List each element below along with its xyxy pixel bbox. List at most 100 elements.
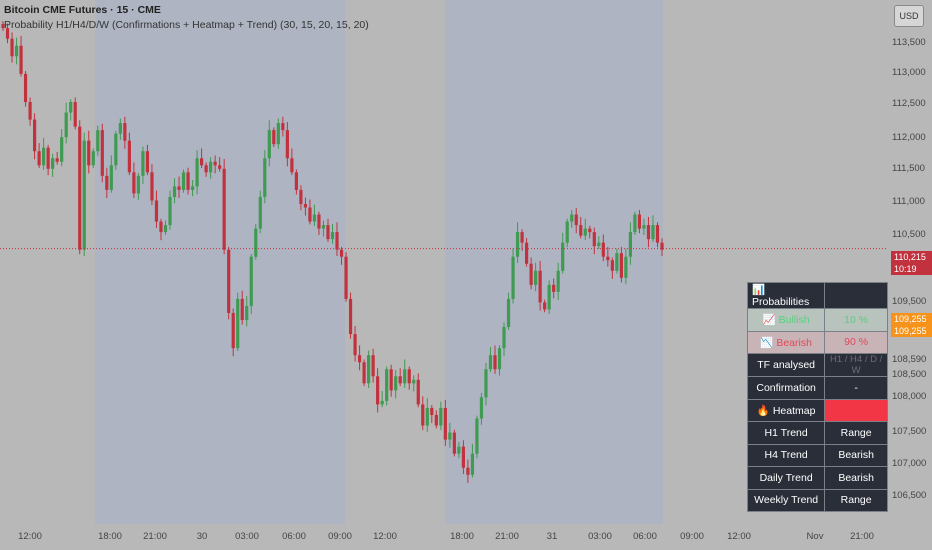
price-tick: 111,500: [892, 163, 925, 174]
fire-icon: 🔥: [756, 404, 770, 417]
candle: [592, 232, 596, 247]
candle: [181, 172, 186, 190]
trend-label: Weekly Trend: [746, 488, 826, 512]
candle: [37, 151, 41, 166]
candle: [520, 232, 524, 243]
candle: [637, 214, 642, 229]
candle: [317, 214, 321, 229]
candle: [376, 376, 380, 405]
price-tick: 109,500: [892, 296, 927, 307]
time-tick: 03:00: [235, 531, 259, 542]
time-axis[interactable]: 12:00 18:00 21:00 30 03:00 06:00 09:00 12:00 18:…: [0, 524, 932, 550]
candle: [335, 232, 339, 250]
trend-row: Weekly Trend Range: [746, 488, 888, 512]
candle: [159, 221, 163, 233]
candle: [109, 165, 113, 190]
candle: [538, 270, 542, 303]
currency-button[interactable]: USD: [894, 5, 924, 27]
candle: [276, 123, 280, 145]
candle: [312, 214, 317, 222]
candle: [299, 189, 303, 204]
candle: [344, 256, 348, 299]
bullish-row: 📈 Bullish 10 %: [746, 308, 888, 332]
candle: [493, 355, 497, 370]
candle: [439, 407, 443, 426]
candle: [624, 256, 628, 278]
candle: [23, 73, 28, 102]
candle: [642, 225, 646, 229]
candle: [434, 414, 438, 426]
candle: [610, 260, 614, 271]
candle: [339, 249, 344, 257]
price-tick: 107,000: [892, 458, 927, 469]
candle: [240, 298, 244, 321]
time-tick: 18:00: [450, 531, 474, 542]
candle: [209, 161, 213, 173]
chart-area[interactable]: [0, 0, 888, 524]
candle: [60, 137, 64, 162]
confirmation-label: Confirmation: [746, 376, 826, 400]
candle: [132, 172, 136, 194]
candle: [484, 369, 488, 398]
table-header-cell: 📊 Probabilities: [746, 282, 826, 309]
candle: [123, 123, 127, 141]
candle: [497, 348, 502, 370]
indicator-title[interactable]: Probability H1/H4/D/W (Confirmations + H…: [4, 19, 369, 31]
candle: [32, 119, 37, 152]
trend-label: H4 Trend: [746, 443, 826, 467]
candle: [330, 232, 335, 240]
candle: [227, 249, 231, 313]
candle: [100, 130, 104, 176]
trend-row: Daily Trend Bearish: [746, 466, 888, 490]
candle: [475, 418, 479, 454]
candle: [430, 407, 434, 415]
trend-value: Bearish: [824, 443, 888, 467]
bearish-value: 90 %: [824, 330, 888, 354]
candle: [448, 432, 452, 440]
candlestick-chart[interactable]: [0, 0, 888, 524]
candle: [285, 130, 289, 159]
time-tick: 03:00: [588, 531, 612, 542]
price-tick: 107,500: [892, 426, 927, 437]
candle: [561, 242, 565, 271]
candle: [357, 355, 362, 363]
candle: [367, 355, 371, 384]
candle: [443, 407, 447, 440]
candle: [1, 23, 5, 29]
trending-up-icon: 📈: [762, 314, 776, 327]
candle: [281, 123, 285, 131]
candle: [362, 362, 366, 384]
price-tick: 112,500: [892, 98, 926, 109]
candle: [398, 376, 402, 384]
trend-label: H1 Trend: [746, 421, 826, 445]
candle: [556, 270, 560, 292]
candle: [73, 101, 77, 127]
price-tick: 108,500: [892, 369, 927, 380]
candle: [150, 172, 154, 201]
candle: [515, 232, 520, 257]
time-tick: 21:00: [850, 531, 874, 542]
price-tick: 108,000: [892, 391, 927, 402]
trend-value: Range: [824, 421, 888, 445]
time-tick: 06:00: [633, 531, 657, 542]
candle: [69, 101, 73, 113]
candle: [529, 263, 533, 285]
candle: [633, 214, 637, 233]
candle: [308, 207, 312, 222]
heatmap-row: 🔥 Heatmap: [746, 398, 888, 422]
chart-icon: 📊: [752, 284, 766, 296]
candle: [534, 270, 538, 285]
candle: [583, 228, 587, 236]
candle: [412, 379, 416, 384]
symbol-title[interactable]: Bitcoin CME Futures · 15 · CME: [4, 4, 161, 16]
candle: [353, 334, 357, 356]
candle: [168, 196, 172, 226]
candle: [655, 225, 660, 243]
candle: [407, 369, 411, 384]
candle: [547, 284, 551, 310]
time-tick: 18:00: [98, 531, 122, 542]
bullish-label: Bullish: [778, 314, 810, 327]
candle: [82, 140, 86, 250]
candle: [177, 186, 181, 190]
candle: [172, 186, 177, 197]
